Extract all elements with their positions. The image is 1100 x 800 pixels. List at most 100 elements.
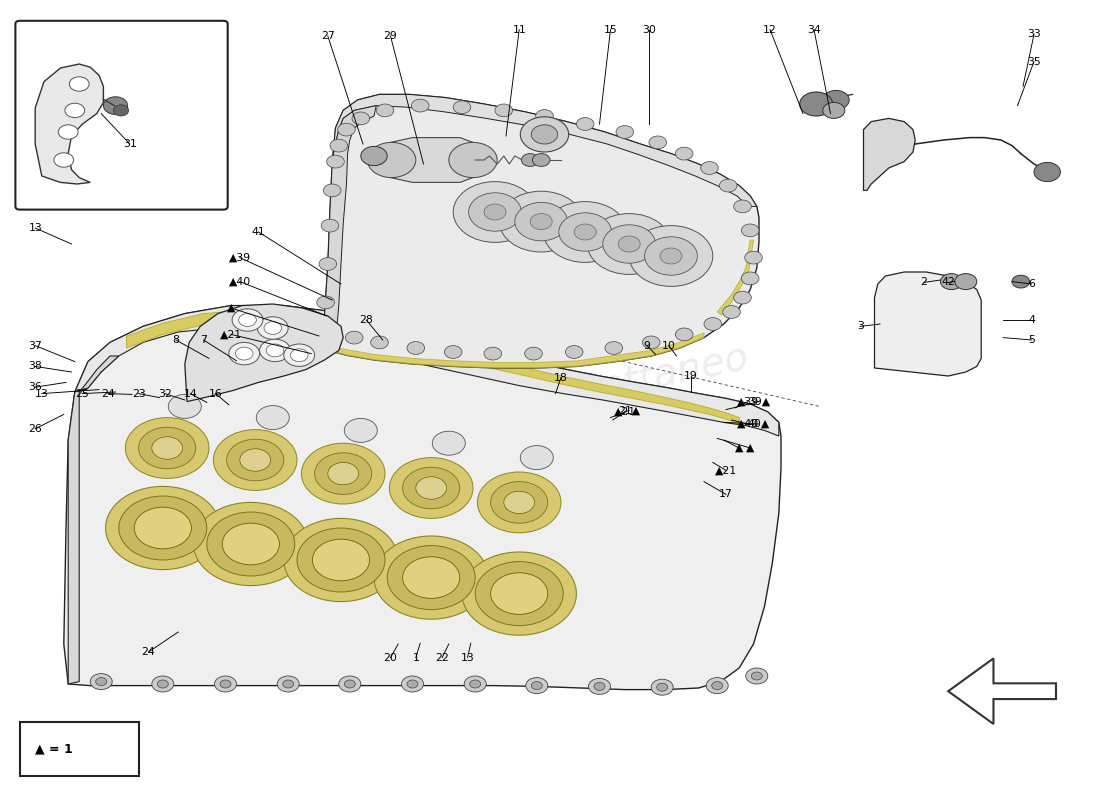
Circle shape [338,123,355,136]
Circle shape [543,202,627,262]
Circle shape [312,539,370,581]
Circle shape [484,204,506,220]
Text: 31: 31 [123,139,136,149]
Circle shape [955,274,977,290]
Text: 1: 1 [412,653,419,662]
Circle shape [344,680,355,688]
Circle shape [327,155,344,168]
Text: 42: 42 [942,278,955,287]
Text: 13: 13 [35,389,48,398]
Circle shape [432,431,465,455]
Circle shape [594,682,605,690]
Circle shape [470,680,481,688]
Polygon shape [874,272,981,376]
Text: 35: 35 [1027,57,1041,66]
Circle shape [706,678,728,694]
Text: 22: 22 [436,653,449,662]
Text: 3: 3 [857,322,864,331]
Circle shape [240,449,271,471]
Text: 13: 13 [461,653,474,662]
Text: 36: 36 [29,382,42,392]
Circle shape [344,418,377,442]
Text: 34: 34 [807,25,821,34]
Text: 14: 14 [184,389,197,398]
Text: 7: 7 [200,335,207,345]
Circle shape [1034,162,1060,182]
Circle shape [232,309,263,331]
Circle shape [526,678,548,694]
Circle shape [330,139,348,152]
Text: 4: 4 [1028,315,1035,325]
Circle shape [464,676,486,692]
Text: 33: 33 [1027,30,1041,39]
Circle shape [339,676,361,692]
Circle shape [649,136,667,149]
Circle shape [504,491,535,514]
Text: 37: 37 [29,341,42,350]
Circle shape [565,346,583,358]
Circle shape [389,458,473,518]
Text: 8: 8 [173,335,179,345]
Circle shape [616,126,634,138]
Text: 11: 11 [513,25,526,34]
Text: 10: 10 [662,341,675,350]
Circle shape [152,676,174,692]
Circle shape [651,679,673,695]
Circle shape [328,462,359,485]
Circle shape [277,676,299,692]
Circle shape [96,678,107,686]
Text: 9: 9 [644,341,650,350]
Circle shape [315,453,372,494]
Text: 41: 41 [252,227,265,237]
Text: 28: 28 [360,315,373,325]
Circle shape [491,482,548,523]
Text: 2: 2 [921,278,927,287]
Circle shape [515,202,568,241]
Text: 13: 13 [29,223,42,233]
Circle shape [587,214,671,274]
Circle shape [235,347,253,360]
Circle shape [367,142,416,178]
Text: 20: 20 [384,653,397,662]
Circle shape [213,430,297,490]
Circle shape [411,99,429,112]
Circle shape [361,146,387,166]
Circle shape [239,314,256,326]
Circle shape [701,162,718,174]
Circle shape [491,573,548,614]
Text: ▲40: ▲40 [737,419,759,429]
Text: ▲39: ▲39 [229,253,251,262]
Polygon shape [324,94,759,368]
Text: ▲21: ▲21 [614,407,636,417]
Polygon shape [64,306,781,690]
Circle shape [675,147,693,160]
Polygon shape [948,658,1056,724]
Circle shape [525,347,542,360]
Circle shape [657,683,668,691]
Circle shape [317,296,334,309]
Polygon shape [35,64,103,184]
Text: 24: 24 [142,647,155,657]
Text: 38: 38 [29,362,42,371]
Circle shape [168,394,201,418]
Polygon shape [185,304,343,402]
Circle shape [484,347,502,360]
Circle shape [1012,275,1030,288]
Circle shape [323,184,341,197]
Circle shape [257,317,288,339]
Circle shape [746,668,768,684]
Circle shape [283,680,294,688]
Circle shape [58,125,78,139]
Circle shape [157,680,168,688]
Circle shape [449,142,497,178]
Circle shape [207,512,295,576]
Circle shape [462,552,576,635]
Circle shape [371,336,388,349]
Circle shape [403,467,460,509]
Circle shape [574,224,596,240]
Polygon shape [864,118,915,190]
Circle shape [823,90,849,110]
Circle shape [69,77,89,91]
Polygon shape [126,310,739,424]
Circle shape [214,676,236,692]
